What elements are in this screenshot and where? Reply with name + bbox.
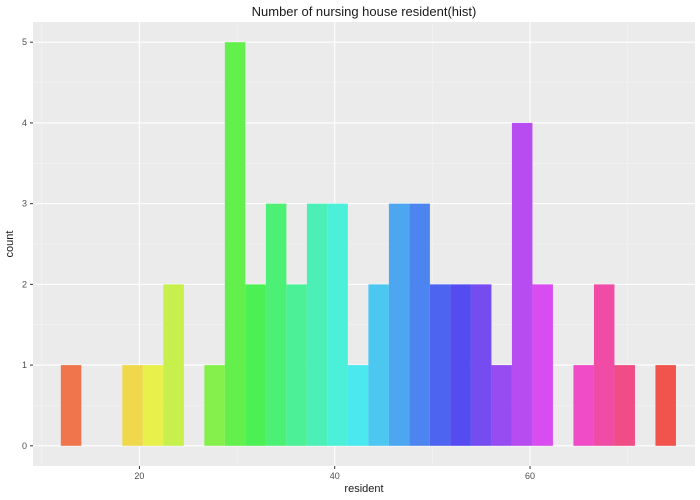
histogram-bar [224, 42, 246, 446]
histogram-bar [204, 365, 225, 446]
histogram-bar [532, 284, 553, 446]
histogram-bar [614, 365, 635, 446]
y-tick-label: 5 [22, 37, 27, 47]
y-tick-label: 1 [22, 360, 27, 370]
histogram-bar [470, 284, 492, 446]
histogram-bar [593, 284, 615, 446]
x-axis-ticks: 20 40 60 [134, 466, 535, 481]
y-tick-label: 4 [22, 118, 27, 128]
histogram-bar [142, 365, 164, 446]
histogram-bar [491, 365, 512, 446]
histogram-bar [388, 203, 410, 446]
histogram-bar [306, 203, 328, 446]
histogram-bar [347, 365, 369, 446]
histogram-bar [122, 365, 143, 446]
histogram-bar [245, 284, 266, 446]
y-tick-label: 3 [22, 199, 27, 209]
chart-title: Number of nursing house resident(hist) [252, 4, 477, 19]
histogram-bar [265, 203, 287, 446]
histogram-bar [368, 284, 389, 446]
histogram-bars [60, 42, 676, 446]
histogram-bar [573, 365, 594, 446]
y-axis-title: count [4, 231, 16, 258]
y-tick-label: 2 [22, 279, 27, 289]
histogram-bar [327, 203, 348, 446]
histogram-bar [450, 284, 471, 446]
x-tick-label: 60 [525, 471, 535, 481]
histogram-bar [511, 122, 533, 446]
histogram-bar [286, 284, 307, 446]
histogram-bar [163, 284, 184, 446]
x-tick-label: 40 [330, 471, 340, 481]
histogram-bar [655, 365, 676, 446]
histogram-bar [60, 365, 82, 446]
x-axis-title: resident [344, 483, 383, 495]
histogram-bar [409, 203, 430, 446]
x-tick-label: 20 [134, 471, 144, 481]
y-axis-ticks: 0 1 2 3 4 5 [22, 37, 33, 451]
histogram-bar [429, 284, 451, 446]
y-tick-label: 0 [22, 441, 27, 451]
